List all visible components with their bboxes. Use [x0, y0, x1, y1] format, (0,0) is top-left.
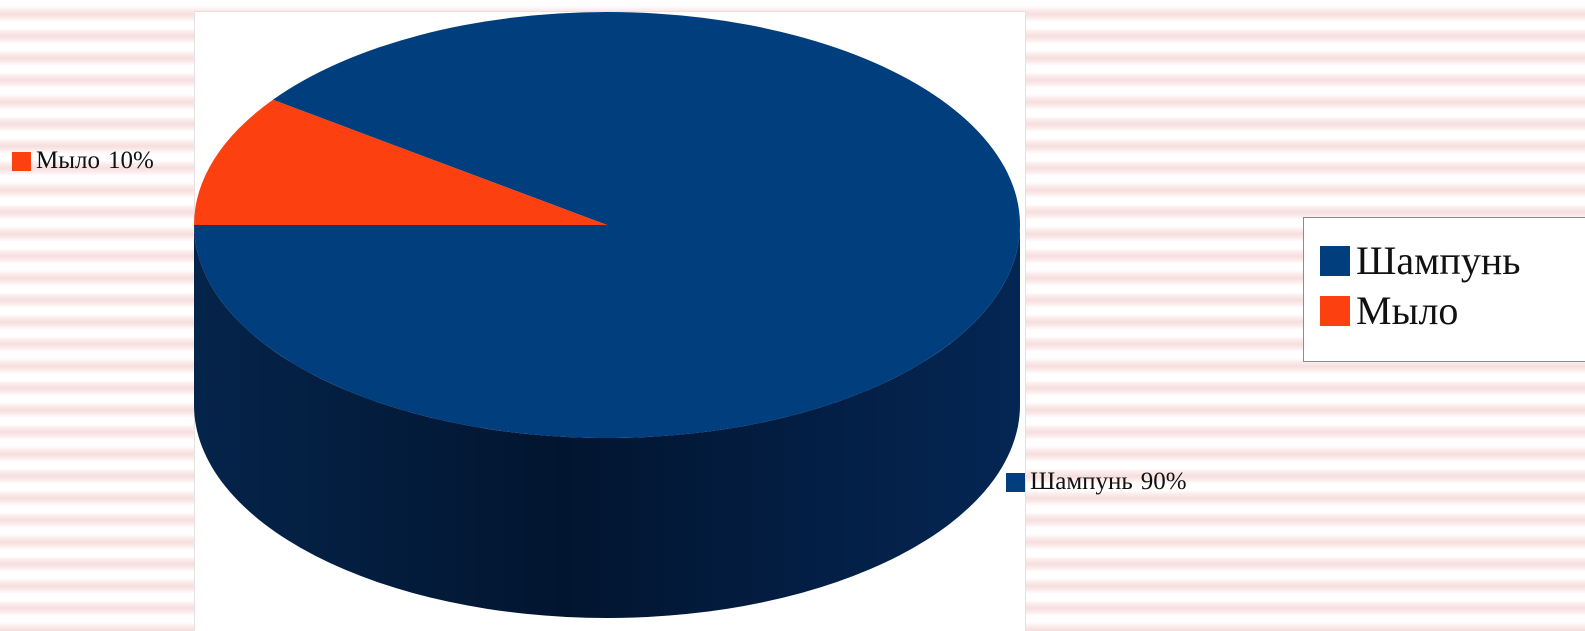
slice-label-shampoo: Шампунь 90%	[1006, 468, 1187, 496]
slice-label-name: Мыло	[36, 147, 101, 174]
slice-label-swatch	[1006, 472, 1025, 492]
slice-label-swatch	[12, 151, 31, 171]
legend-swatch-shampoo	[1320, 246, 1350, 276]
legend-label-soap: Мыло	[1356, 288, 1459, 333]
legend-item-shampoo: Шампунь	[1320, 236, 1585, 286]
chart-legend: Шампунь Мыло	[1303, 217, 1585, 362]
slice-soap	[194, 99, 607, 225]
slice-shampoo	[194, 12, 1020, 439]
slice-label-value: 10%	[108, 147, 154, 174]
slice-label-value: 90%	[1140, 468, 1187, 495]
pie-side-wall	[194, 225, 1020, 618]
slice-label-name: Шампунь	[1030, 468, 1133, 495]
legend-label-shampoo: Шампунь	[1356, 238, 1521, 283]
legend-item-soap: Мыло	[1320, 286, 1585, 336]
legend-swatch-soap	[1320, 296, 1350, 326]
slice-label-soap: Мыло 10%	[12, 147, 154, 175]
